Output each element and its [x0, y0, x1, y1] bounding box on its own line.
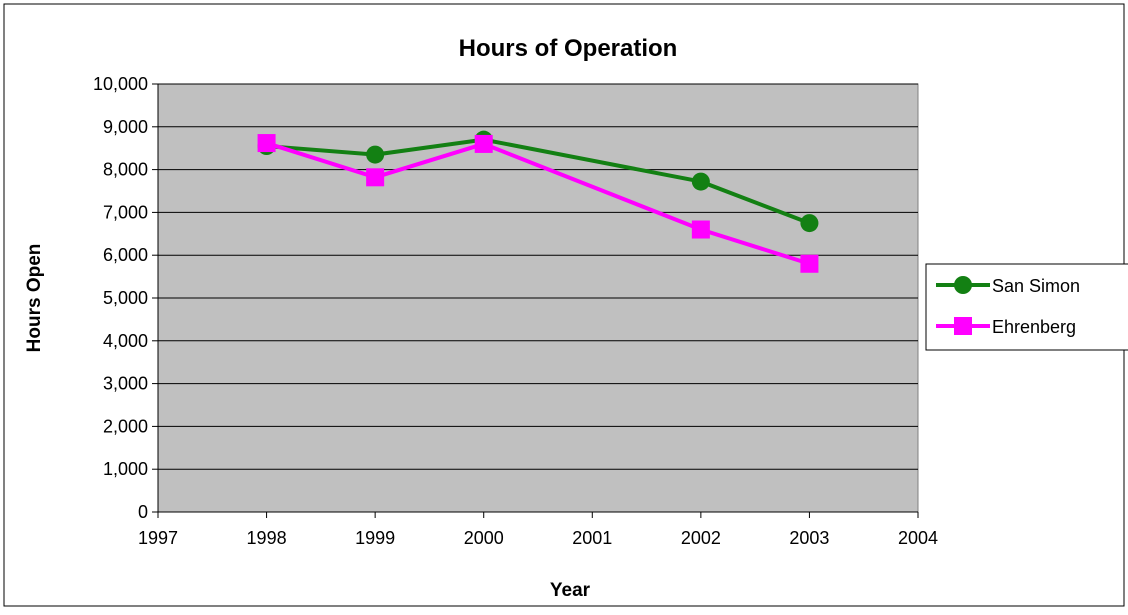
- legend-label: Ehrenberg: [992, 317, 1076, 337]
- y-tick-label: 4,000: [103, 331, 148, 351]
- y-tick-label: 10,000: [93, 74, 148, 94]
- legend-marker: [954, 317, 972, 335]
- y-tick-label: 9,000: [103, 117, 148, 137]
- y-axis-label: Hours Open: [24, 244, 45, 353]
- x-tick-label: 2004: [898, 528, 938, 548]
- legend-label: San Simon: [992, 276, 1080, 296]
- y-tick-label: 8,000: [103, 160, 148, 180]
- marker: [800, 214, 819, 233]
- y-tick-label: 1,000: [103, 459, 148, 479]
- y-tick-label: 5,000: [103, 288, 148, 308]
- marker: [691, 220, 710, 239]
- y-tick-label: 2,000: [103, 416, 148, 436]
- x-tick-label: 1997: [138, 528, 178, 548]
- marker: [366, 145, 385, 164]
- x-axis-label: Year: [550, 580, 591, 601]
- marker: [800, 254, 819, 273]
- marker: [257, 134, 276, 153]
- marker: [366, 168, 385, 187]
- x-tick-label: 1998: [247, 528, 287, 548]
- x-tick-label: 2000: [464, 528, 504, 548]
- y-tick-label: 3,000: [103, 374, 148, 394]
- x-tick-label: 1999: [355, 528, 395, 548]
- x-tick-label: 2003: [789, 528, 829, 548]
- x-tick-label: 2001: [572, 528, 612, 548]
- y-tick-label: 0: [138, 502, 148, 522]
- x-tick-label: 2002: [681, 528, 721, 548]
- marker: [474, 134, 493, 153]
- chart-title: Hours of Operation: [459, 35, 678, 62]
- y-tick-label: 6,000: [103, 245, 148, 265]
- y-tick-label: 7,000: [103, 202, 148, 222]
- marker: [691, 172, 710, 191]
- legend-marker: [954, 276, 972, 294]
